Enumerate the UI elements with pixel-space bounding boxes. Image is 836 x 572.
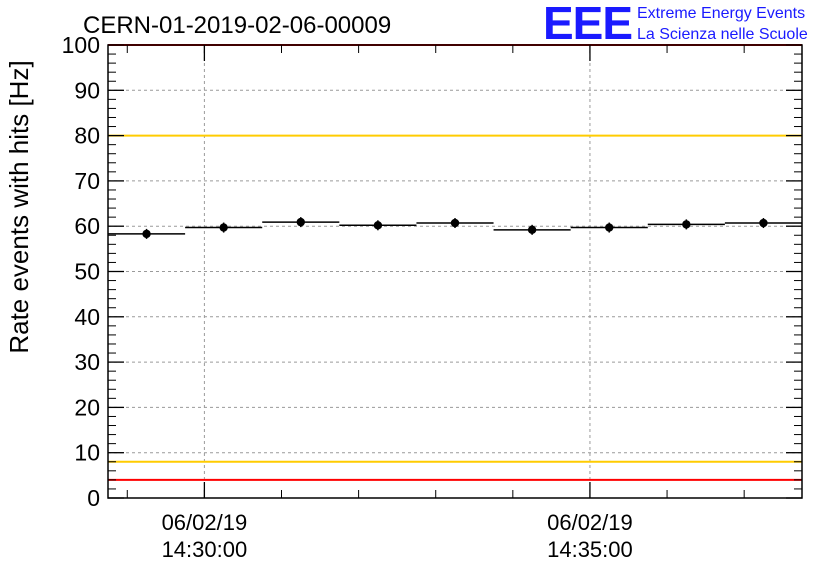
y-tick-label: 60 <box>74 213 100 239</box>
data-point <box>339 220 417 231</box>
logo-line-2: La Scienza nelle Scuole <box>637 26 808 43</box>
x-tick-date: 06/02/19 <box>547 510 633 535</box>
y-tick-label: 40 <box>74 304 100 330</box>
y-tick-label: 0 <box>87 485 100 511</box>
y-axis-label: Rate events with hits [Hz] <box>4 60 34 353</box>
data-point-marker <box>605 223 614 232</box>
data-point <box>647 219 725 230</box>
eee-logo: EEE Extreme Energy Events La Scienza nel… <box>543 0 808 49</box>
y-tick-label: 100 <box>62 32 100 58</box>
data-point-marker <box>373 221 383 230</box>
logo-line-1: Extreme Energy Events <box>637 5 805 22</box>
y-tick-label: 50 <box>74 259 100 285</box>
data-points <box>108 217 802 239</box>
data-point-marker <box>759 218 768 228</box>
data-point <box>724 218 802 229</box>
data-point-marker <box>142 229 151 239</box>
data-point <box>416 218 494 229</box>
x-tick-time: 14:30:00 <box>162 537 248 562</box>
data-point <box>262 217 340 228</box>
plot-frame <box>107 44 803 499</box>
y-tick-labels: 0 10 20 30 40 50 60 70 80 90 100 <box>62 32 100 511</box>
y-tick-label: 10 <box>74 440 100 466</box>
data-point-marker <box>682 220 691 229</box>
x-tick-time: 14:35:00 <box>547 537 633 562</box>
x-tick-date: 06/02/19 <box>162 510 248 535</box>
y-tick-label: 70 <box>74 168 100 194</box>
data-point <box>108 228 186 239</box>
y-tick-label: 30 <box>74 349 100 375</box>
y-tick-label: 80 <box>74 123 100 149</box>
y-tick-label: 20 <box>74 394 100 420</box>
chart-title: CERN-01-2019-02-06-00009 <box>83 12 391 39</box>
data-point-marker <box>450 218 460 228</box>
eee-logo-mark: EEE <box>543 0 632 49</box>
data-point-marker <box>527 225 537 235</box>
y-tick-label: 90 <box>74 77 100 103</box>
data-point-marker <box>219 223 228 232</box>
data-point <box>570 222 648 233</box>
data-point <box>493 224 571 235</box>
data-point <box>185 222 263 233</box>
data-point-marker <box>296 217 305 227</box>
